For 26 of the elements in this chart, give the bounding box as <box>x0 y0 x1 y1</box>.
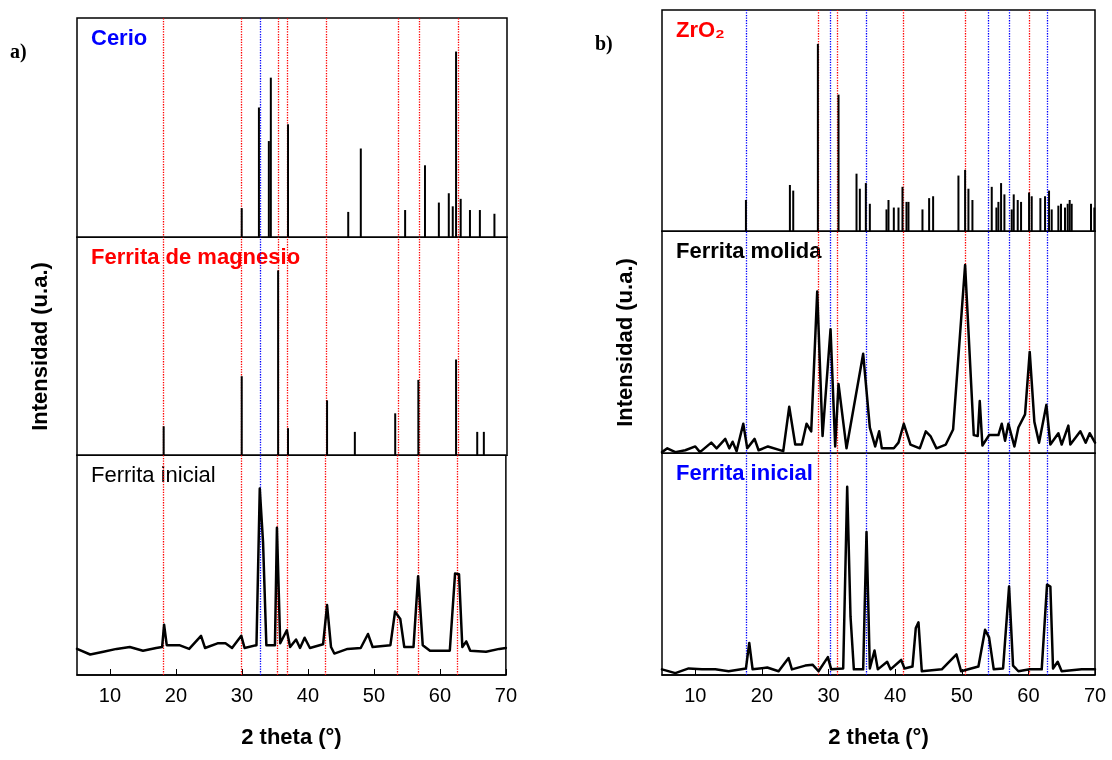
x-tick-label: 60 <box>428 684 452 706</box>
x-tick-label: 70 <box>1083 684 1107 706</box>
x-tick-label: 10 <box>684 684 707 706</box>
text: a) <box>10 40 27 63</box>
chart-title: ZrO₂ <box>676 16 725 42</box>
x-tick-label: 70 <box>494 684 517 706</box>
x-tick-label: 40 <box>884 684 907 706</box>
x-tick-label: 50 <box>950 684 973 706</box>
x-tick-label: 20 <box>164 684 188 706</box>
chart-title: Ferrita de magnesio <box>91 243 301 269</box>
x-tick-label: 40 <box>296 684 320 706</box>
chart-title: Ferrita inicial <box>91 461 216 487</box>
chart-title: Ferrita molida <box>676 237 823 263</box>
x-tick-label: 30 <box>230 684 254 706</box>
x-tick-label: 20 <box>750 684 774 706</box>
x-axis-title: 2 theta (°) <box>828 723 929 749</box>
y-axis-title: Intensidad (u.a.) <box>611 258 637 427</box>
chart-title: Cerio <box>91 24 148 50</box>
y-axis-title: Intensidad (u.a.) <box>26 262 52 431</box>
x-tick-label: 60 <box>1017 684 1040 706</box>
x-axis-title: 2 theta (°) <box>241 723 342 749</box>
x-tick-label: 10 <box>98 684 122 706</box>
chart-title: Ferrita inicial <box>676 459 813 485</box>
x-tick-label: 50 <box>362 684 386 706</box>
x-tick-label: 30 <box>817 684 840 706</box>
text: b) <box>595 32 613 55</box>
